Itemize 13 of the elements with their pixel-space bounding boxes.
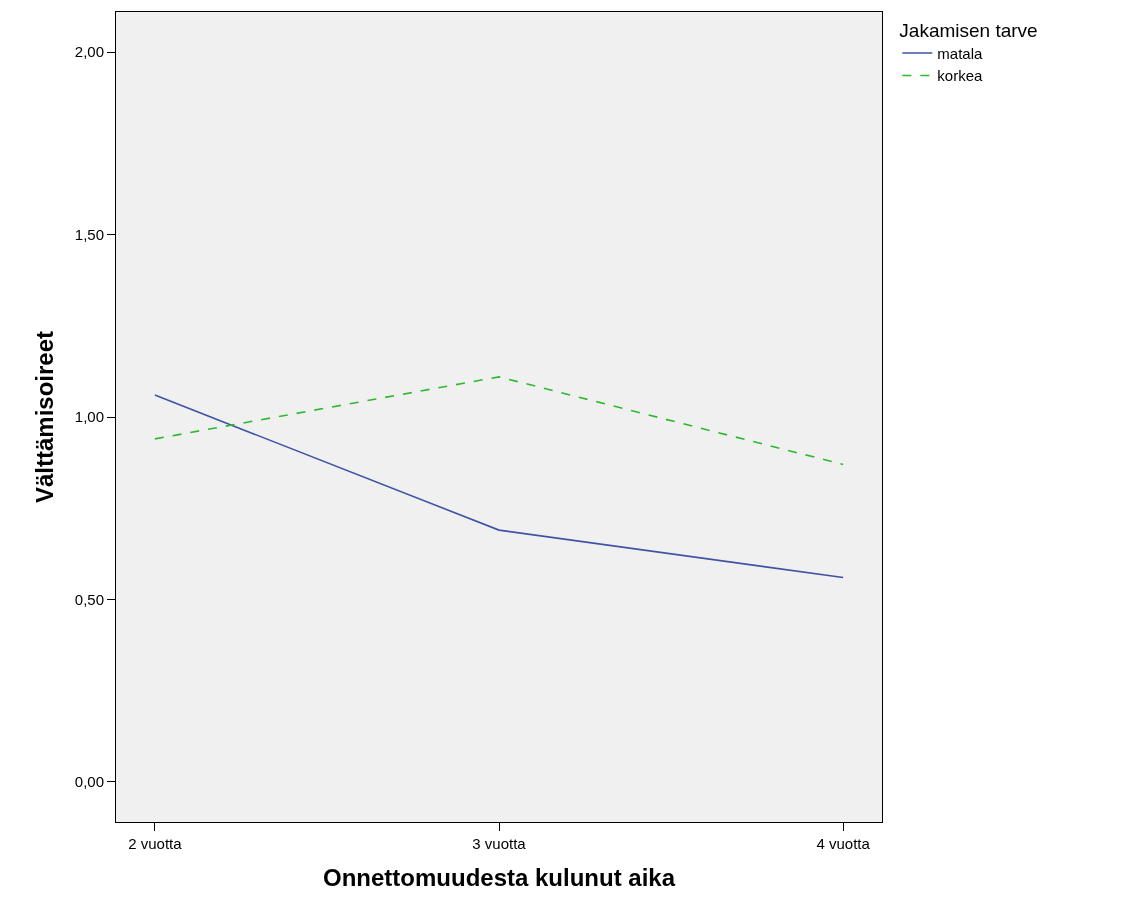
y-axis-title: Välttämisoireet — [30, 330, 58, 504]
x-axis-title: Onnettomuudesta kulunut aika — [322, 864, 676, 892]
y-tick-label: 0,00 — [74, 773, 104, 791]
x-tick-label: 3 vuotta — [472, 835, 527, 852]
y-tick-label: 0,50 — [74, 590, 104, 608]
x-tick-label: 2 vuotta — [128, 835, 183, 852]
y-tick-label: 1,00 — [74, 408, 104, 426]
x-tick-label: 4 vuotta — [816, 835, 871, 852]
y-tick-label: 2,00 — [74, 43, 104, 61]
legend-label: korkea — [937, 67, 983, 85]
y-tick-label: 1,50 — [74, 225, 104, 243]
legend-title: Jakamisen tarve — [899, 19, 1038, 41]
legend-label: matala — [937, 44, 983, 62]
